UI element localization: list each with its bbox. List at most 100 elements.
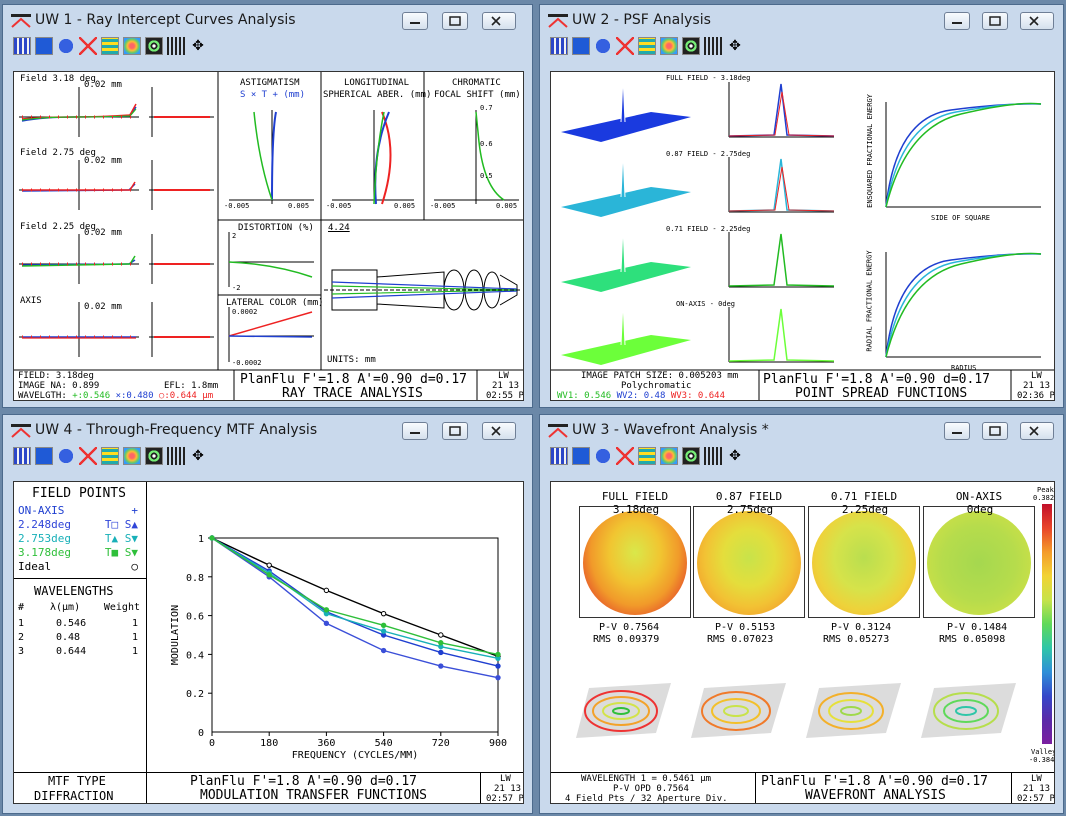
wf-3d-axis	[921, 683, 1016, 738]
globe-icon[interactable]	[594, 447, 612, 465]
y-tick-label: 0.2	[186, 689, 204, 700]
uw3-pv-opd: P-V OPD 0.7564	[613, 784, 689, 794]
barcode-icon[interactable]	[167, 37, 185, 55]
layout-icon[interactable]	[13, 37, 31, 55]
psf-icon[interactable]	[123, 37, 141, 55]
valley-label: Valley	[1031, 748, 1055, 756]
wf-rms: RMS 0.09379	[593, 634, 660, 645]
lat-tick-bottom: -0.0002	[232, 359, 262, 367]
astig-title: ASTIGMATISM	[240, 78, 300, 88]
uw1-titlebar[interactable]: UW 1 - Ray Intercept Curves Analysis	[3, 5, 532, 33]
spot-icon[interactable]	[79, 37, 97, 55]
uw2-close-button[interactable]	[1020, 12, 1054, 30]
globe-icon[interactable]	[57, 447, 75, 465]
uw1-maximize-button[interactable]	[442, 12, 468, 30]
zemax-app-icon	[11, 14, 31, 28]
spot-icon[interactable]	[79, 447, 97, 465]
astigmatism-plot	[229, 110, 314, 204]
wavefront-3d-plots	[576, 683, 1016, 738]
dist-tick-top: 2	[232, 232, 237, 240]
move-icon[interactable]: ✥	[729, 38, 741, 54]
barcode-icon[interactable]	[704, 37, 722, 55]
series-line	[211, 537, 499, 659]
target-icon[interactable]	[682, 447, 700, 465]
uw1-graphics	[14, 72, 523, 400]
uw3-window: UW 3 - Wavefront Analysis * ✥ FULL FIELD…	[539, 414, 1064, 814]
wl-header: # λ(µm) Weight	[18, 602, 142, 613]
move-icon[interactable]: ✥	[729, 448, 741, 464]
uw3-lw: LW	[1031, 774, 1042, 784]
layout-icon[interactable]	[550, 447, 568, 465]
uw1-time: 02:55 PM	[486, 391, 524, 401]
data-point	[266, 562, 272, 568]
uw3-footer-sep2	[1011, 772, 1012, 803]
wavelength-1: +:0.546	[72, 391, 111, 401]
mtf-icon[interactable]	[101, 37, 119, 55]
ensquared-energy-plot	[885, 102, 1042, 208]
data-point	[323, 607, 330, 613]
uw1-analysis-title: RAY TRACE ANALYSIS	[282, 386, 423, 401]
lens-icon[interactable]	[572, 447, 590, 465]
uw1-lw: LW	[498, 371, 509, 381]
uw1-window: UW 1 - Ray Intercept Curves Analysis ✥	[2, 4, 533, 408]
target-icon[interactable]	[145, 37, 163, 55]
move-icon[interactable]: ✥	[192, 448, 204, 464]
move-icon[interactable]: ✥	[192, 38, 204, 54]
uw4-left-panel: FIELD POINTS ON-AXIS + 2.248deg T□ S▲ 2.75…	[14, 482, 147, 772]
uw2-minimize-button[interactable]	[944, 12, 970, 30]
uw1-close-button[interactable]	[482, 12, 516, 30]
psf-icon[interactable]	[660, 447, 678, 465]
uw4-minimize-button[interactable]	[402, 422, 428, 440]
barcode-icon[interactable]	[167, 447, 185, 465]
globe-icon[interactable]	[57, 37, 75, 55]
field-points-list: ON-AXIS + 2.248deg T□ S▲ 2.753deg T▲ S▼ 3.1…	[18, 504, 142, 574]
data-point	[438, 649, 444, 656]
uw4-titlebar[interactable]: UW 4 - Through-Frequency MTF Analysis	[3, 415, 532, 443]
layout-icon[interactable]	[550, 37, 568, 55]
spot-icon[interactable]	[616, 447, 634, 465]
mtf-icon[interactable]	[638, 37, 656, 55]
uw3-minimize-button[interactable]	[944, 422, 970, 440]
globe-icon[interactable]	[594, 37, 612, 55]
uw2-titlebar[interactable]: UW 2 - PSF Analysis	[540, 5, 1063, 33]
uw3-title: UW 3 - Wavefront Analysis *	[572, 422, 769, 438]
barcode-icon[interactable]	[704, 447, 722, 465]
data-point	[266, 572, 272, 578]
uw4-close-button[interactable]	[482, 422, 516, 440]
psf-icon[interactable]	[123, 447, 141, 465]
field-point-marks: +	[131, 504, 138, 517]
lens-icon[interactable]	[572, 37, 590, 55]
uw3-maximize-button[interactable]	[982, 422, 1008, 440]
wavelength-caption: WAVELGTH:	[18, 391, 67, 401]
target-icon[interactable]	[145, 447, 163, 465]
field-label-3: Field 2.25 deg	[20, 222, 96, 232]
psf-icon[interactable]	[660, 37, 678, 55]
uw3-titlebar[interactable]: UW 3 - Wavefront Analysis *	[540, 415, 1063, 443]
layout-icon[interactable]	[13, 447, 31, 465]
maximize-icon	[989, 16, 1001, 26]
uw3-analysis-title: WAVEFRONT ANALYSIS	[805, 788, 946, 803]
field-point-marks: ○	[131, 560, 138, 573]
uw4-plot: FIELD POINTS ON-AXIS + 2.248deg T□ S▲ 2.75…	[13, 481, 524, 804]
chrom-y1: 0.6	[480, 140, 493, 148]
mtf-chart: 0 180 360 540 720 900 0.2 0.4 0.6 0.8 1 0 FREQUENCY …	[170, 534, 507, 761]
spot-icon[interactable]	[616, 37, 634, 55]
uw4-maximize-button[interactable]	[442, 422, 468, 440]
series-line	[211, 537, 499, 657]
field-point-name: 3.178deg	[18, 546, 71, 559]
y-axis-label: MODULATION	[170, 605, 181, 665]
mtf-icon[interactable]	[101, 447, 119, 465]
data-point	[438, 632, 444, 638]
uw1-minimize-button[interactable]	[402, 12, 428, 30]
mtf-plot-frame	[211, 537, 499, 733]
lens-icon[interactable]	[35, 37, 53, 55]
mtf-icon[interactable]	[638, 447, 656, 465]
uw3-close-button[interactable]	[1020, 422, 1054, 440]
uw4-time: 02:57 PM	[486, 794, 524, 804]
uw1-title: UW 1 - Ray Intercept Curves Analysis	[35, 12, 296, 28]
wf-sub: 3.18deg	[612, 503, 660, 516]
wl-header-num: #	[18, 602, 25, 613]
lens-icon[interactable]	[35, 447, 53, 465]
uw2-maximize-button[interactable]	[982, 12, 1008, 30]
target-icon[interactable]	[682, 37, 700, 55]
